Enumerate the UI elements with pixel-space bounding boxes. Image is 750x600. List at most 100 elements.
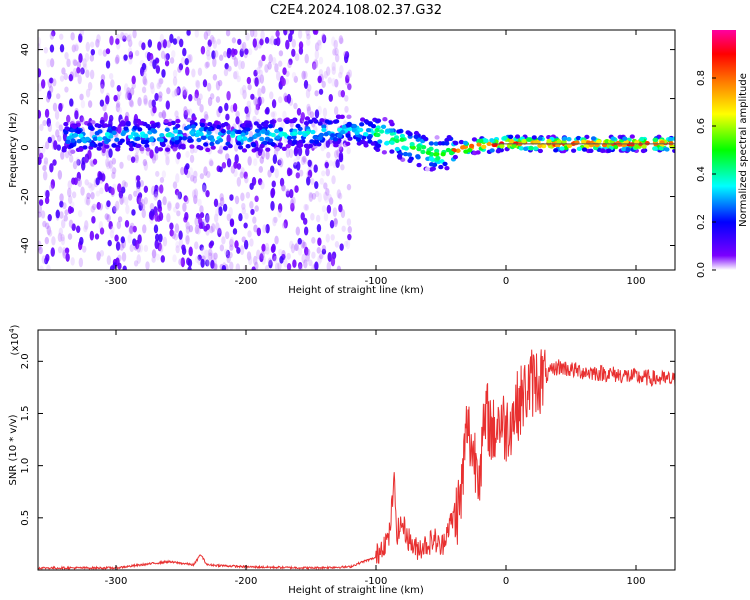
heat-noise-mark — [184, 211, 189, 221]
heat-noise-mark — [64, 86, 69, 93]
heat-ridge-mark — [70, 138, 76, 143]
heat-ridge-mark — [181, 136, 188, 141]
heat-noise-mark — [205, 61, 210, 68]
heat-noise-mark — [58, 227, 64, 237]
heat-ridge-mark — [430, 166, 436, 171]
heat-noise-mark — [136, 186, 141, 195]
heat-ridge-mark — [514, 134, 521, 139]
heat-ridge-mark — [159, 133, 165, 138]
colorbar-tick-label: 0.6 — [696, 118, 707, 134]
heat-ridge-mark — [137, 120, 143, 126]
heat-noise-mark — [219, 196, 225, 207]
heat-noise-mark — [153, 153, 159, 161]
heat-noise-mark — [221, 236, 226, 245]
heat-noise-mark — [293, 75, 298, 83]
heat-ridge-mark — [562, 136, 568, 141]
heat-noise-mark — [43, 47, 49, 54]
heat-ridge-mark — [424, 167, 430, 172]
heat-noise-mark — [285, 190, 291, 198]
heat-ridge-mark — [111, 143, 117, 148]
heat-noise-mark — [256, 67, 261, 74]
heat-ridge-mark — [163, 119, 169, 124]
heat-ridge-mark — [581, 147, 588, 152]
heat-noise-mark — [70, 257, 75, 266]
heat-noise-mark — [206, 82, 212, 92]
heat-noise-mark — [72, 58, 77, 66]
heat-noise-mark — [256, 227, 262, 237]
heat-noise-mark — [347, 69, 352, 78]
heat-noise-mark — [110, 79, 115, 88]
heat-noise-mark — [267, 257, 273, 266]
heat-noise-mark — [94, 233, 100, 240]
heat-noise-mark — [234, 240, 239, 249]
heat-ridge-mark — [367, 122, 373, 127]
heat-noise-mark — [233, 57, 239, 68]
heat-noise-mark — [87, 81, 93, 91]
heat-noise-mark — [131, 209, 136, 216]
heat-noise-mark — [123, 54, 128, 61]
heat-ridge-mark — [222, 145, 229, 151]
heat-noise-mark — [314, 261, 319, 270]
heat-ridge-mark — [370, 141, 376, 146]
heat-ridge-mark — [269, 119, 275, 125]
heat-noise-mark — [108, 160, 113, 169]
heat-noise-mark — [212, 40, 218, 49]
heat-ridge-mark — [245, 127, 251, 132]
heat-noise-mark — [60, 233, 65, 242]
heat-noise-mark — [336, 189, 342, 199]
heat-noise-mark — [206, 170, 211, 178]
heat-noise-mark — [218, 105, 223, 114]
heat-noise-mark — [59, 211, 64, 219]
heat-noise-mark — [314, 42, 320, 52]
heat-noise-mark — [199, 103, 204, 113]
heat-noise-mark — [129, 244, 134, 252]
snr-x-tick-label: 0 — [503, 576, 509, 587]
heat-noise-mark — [323, 191, 328, 201]
heat-noise-mark — [274, 168, 279, 179]
heat-noise-mark — [71, 191, 77, 199]
heat-noise-mark — [38, 36, 42, 47]
heat-ridge-mark — [157, 147, 164, 152]
spectrogram-x-tick-label: -200 — [235, 276, 258, 287]
heat-noise-mark — [40, 210, 46, 219]
heat-noise-mark — [205, 49, 211, 57]
heat-ridge-mark — [88, 125, 94, 131]
heat-noise-mark — [109, 165, 115, 173]
heat-ridge-mark — [571, 148, 577, 153]
heat-noise-mark — [196, 97, 202, 107]
heat-noise-mark — [331, 251, 337, 260]
heat-noise-mark — [117, 183, 122, 193]
heat-noise-mark — [291, 38, 296, 48]
heat-ridge-mark — [174, 140, 180, 145]
heat-noise-mark — [210, 259, 215, 269]
heat-ridge-mark — [68, 143, 74, 149]
heat-noise-mark — [337, 192, 343, 200]
heat-noise-mark — [172, 76, 178, 86]
heat-noise-mark — [181, 244, 186, 251]
heat-noise-mark — [321, 34, 327, 44]
heat-noise-mark — [138, 243, 144, 253]
heat-noise-mark — [68, 154, 74, 163]
heat-noise-mark — [203, 31, 209, 40]
heat-noise-mark — [208, 158, 214, 167]
heat-noise-mark — [124, 196, 129, 206]
heat-noise-mark — [334, 47, 339, 56]
heat-ridge-mark — [393, 135, 400, 140]
heat-ridge-mark — [133, 132, 139, 137]
heat-noise-mark — [117, 124, 122, 134]
heat-noise-mark — [305, 88, 311, 99]
heat-ridge-mark — [265, 147, 271, 152]
heat-noise-mark — [48, 85, 54, 94]
heat-ridge-mark — [248, 136, 254, 142]
heat-noise-mark — [80, 186, 85, 196]
heat-ridge-mark — [292, 131, 298, 136]
heat-noise-mark — [227, 65, 232, 72]
heat-ridge-mark — [467, 147, 473, 153]
heat-ridge-mark — [282, 132, 288, 137]
heat-noise-mark — [260, 181, 265, 190]
heat-noise-mark — [137, 97, 142, 107]
heat-noise-mark — [161, 68, 166, 78]
heat-ridge-mark — [354, 130, 360, 136]
heat-noise-mark — [165, 100, 170, 110]
heat-noise-mark — [197, 254, 202, 261]
